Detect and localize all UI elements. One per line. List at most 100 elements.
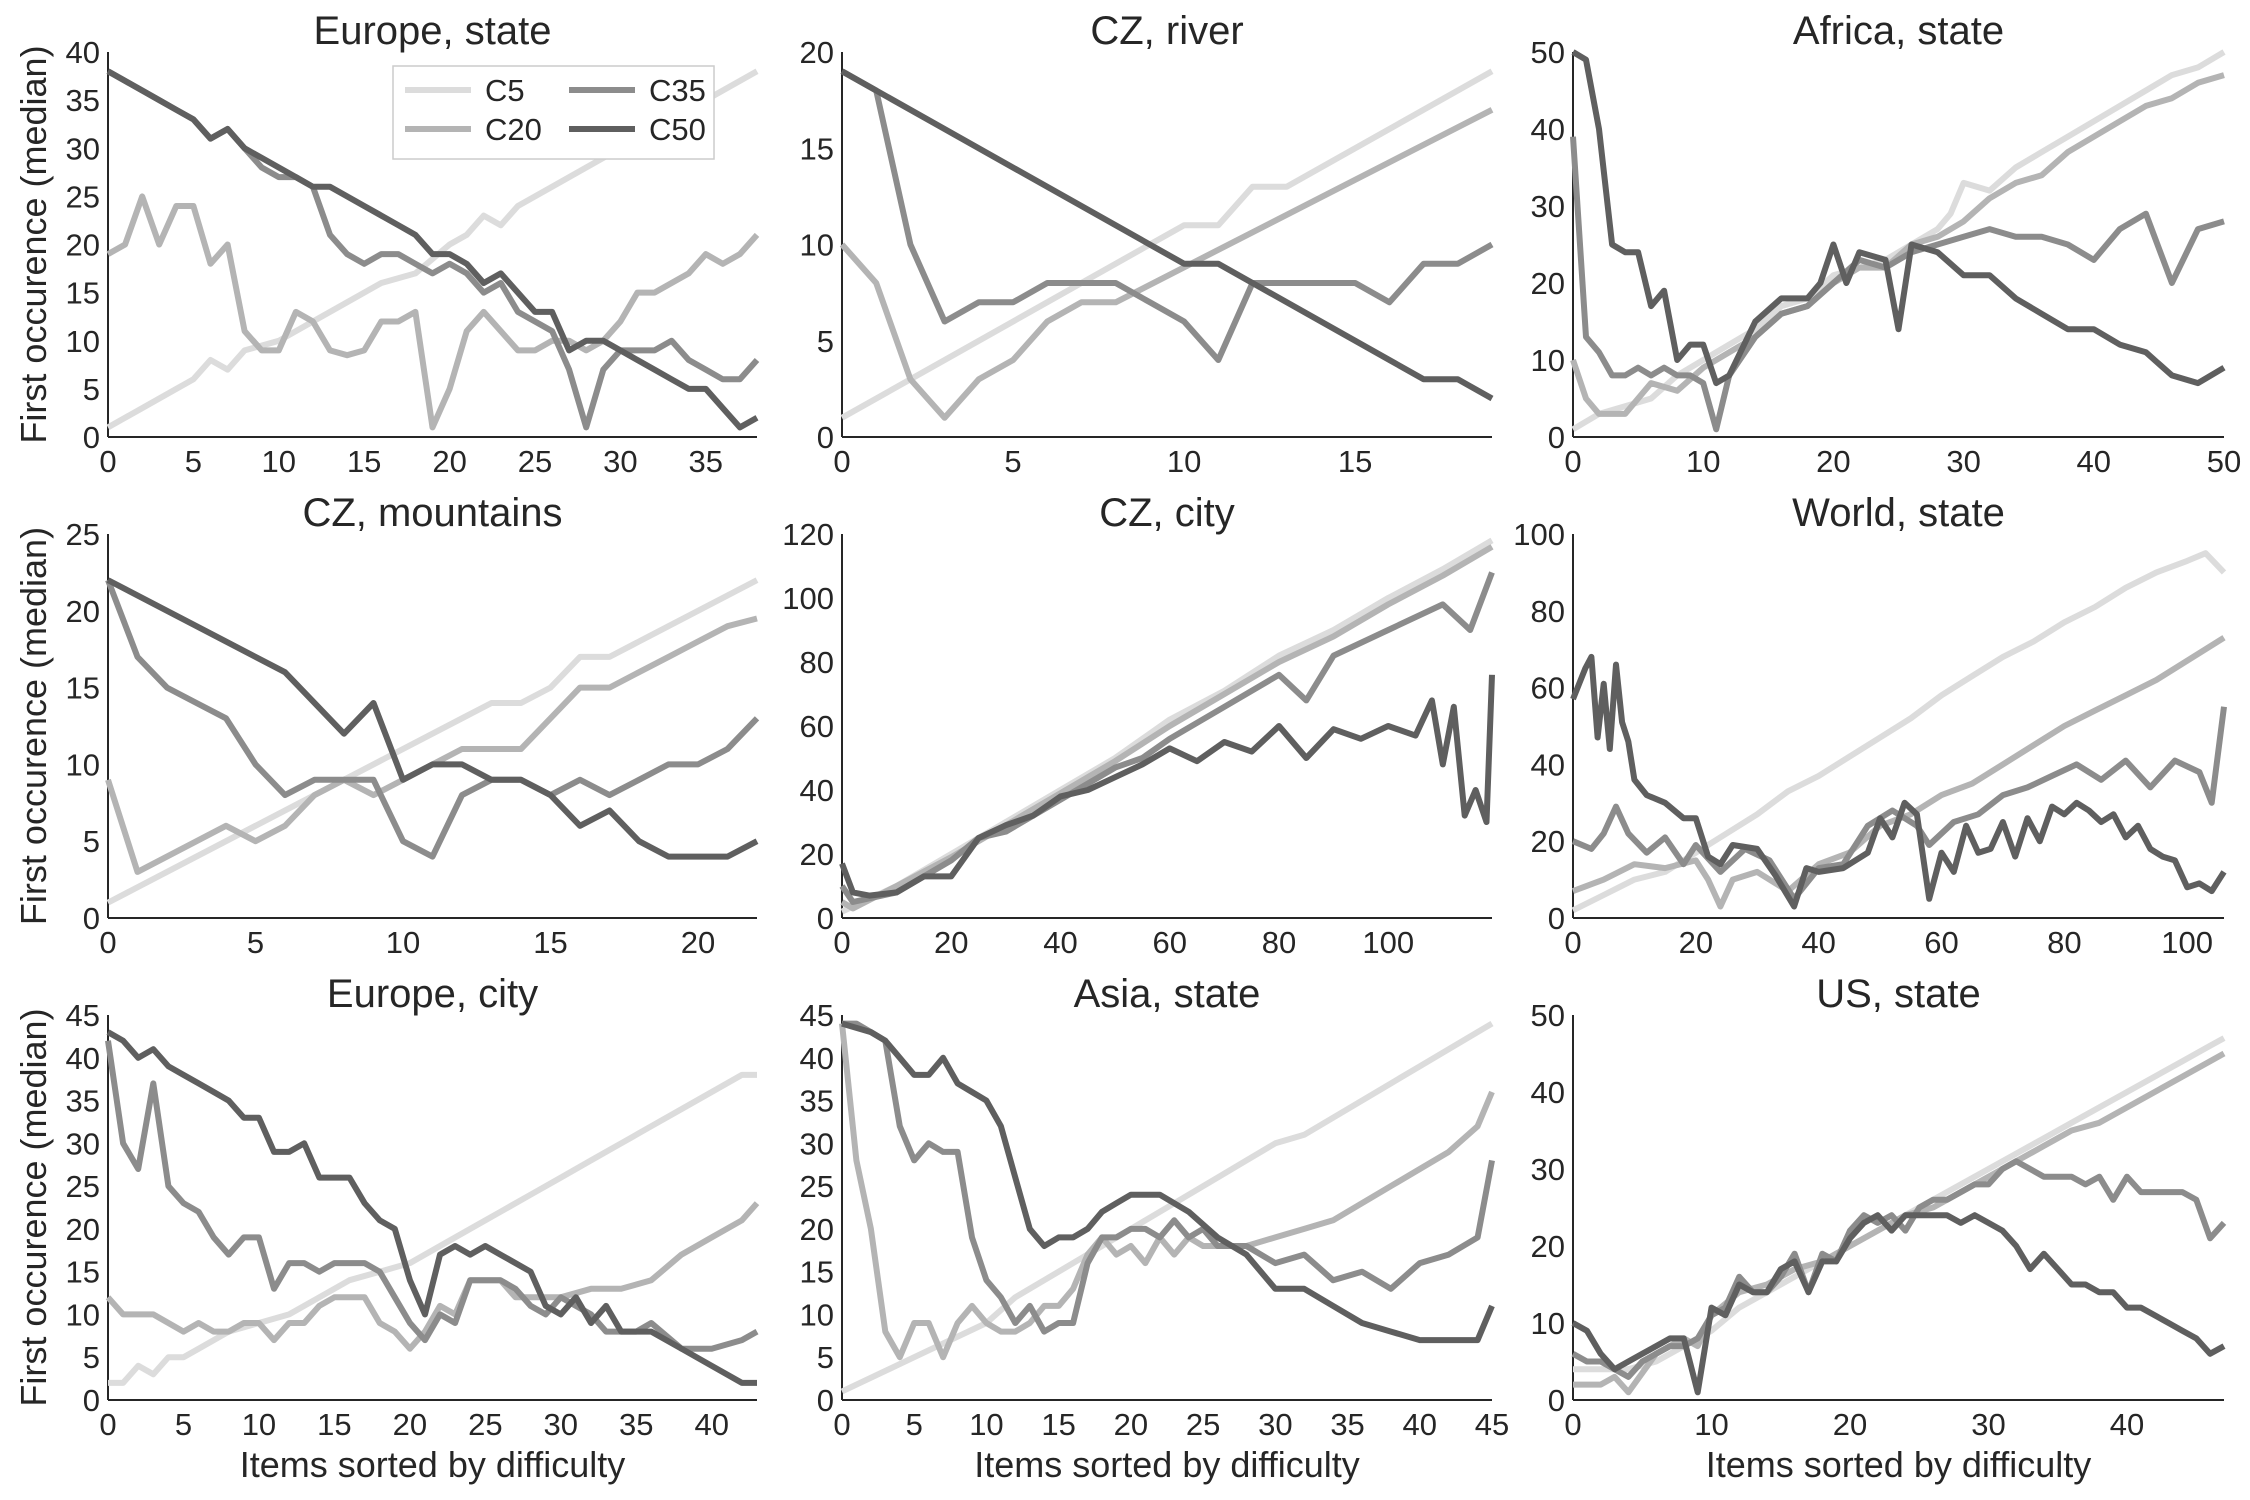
panel-8-y-tick-label: 0 (817, 1383, 834, 1418)
panel-7-y-tick-label: 0 (83, 1383, 100, 1418)
panel-6-y-tick-label: 80 (1531, 594, 1565, 629)
panel-9-x-axis-label: Items sorted by difficulty (1706, 1444, 2092, 1485)
legend-label-c5: C5 (485, 73, 525, 108)
panel-7-x-tick-label: 40 (694, 1407, 728, 1442)
panel-5-x-tick-label: 40 (1043, 925, 1077, 960)
panel-9-us-state: 0 10 20 30 40 50 0 10 20 30 40 US, state Items sorte… (1531, 972, 2227, 1485)
panel-1-x-tick-label: 5 (185, 444, 202, 479)
panel-8-series-c5 (840, 1021, 1494, 1395)
panel-8-y-tick-label: 40 (800, 1041, 834, 1076)
panel-1-y-tick-label: 40 (66, 35, 100, 70)
panel-1-series-c20 (106, 193, 760, 431)
panel-6-x-tick-label: 0 (1564, 925, 1581, 960)
panel-7-series-c20 (105, 1201, 760, 1352)
panel-1-y-tick-label: 10 (66, 324, 100, 359)
panel-7-series-c5 (108, 1071, 757, 1386)
panel-9-series-c50 (1571, 1212, 2226, 1396)
panel-9-x-tick-label: 30 (1971, 1407, 2005, 1442)
panel-6-title: World, state (1792, 491, 2005, 535)
panel-3-y-tick-label: 10 (1531, 343, 1565, 378)
panel-3-x-tick-label: 10 (1686, 444, 1720, 479)
panel-6-x-tick-label: 20 (1679, 925, 1713, 960)
panel-8-x-axis-label: Items sorted by difficulty (974, 1444, 1360, 1485)
panel-8-title: Asia, state (1074, 972, 1261, 1016)
panel-2-title: CZ, river (1090, 9, 1243, 53)
panel-1-x-tick-label: 25 (518, 444, 552, 479)
panel-4-x-tick-label: 15 (533, 925, 567, 960)
panel-8-y-tick-label: 25 (800, 1169, 834, 1204)
panel-8-series-c50 (841, 1020, 1495, 1344)
panel-7-y-tick-label: 5 (83, 1340, 100, 1375)
panel-5-series-c50 (839, 674, 1495, 899)
panel-1-x-tick-label: 35 (689, 444, 723, 479)
panel-7-x-axis-label: Items sorted by difficulty (240, 1444, 626, 1485)
panel-3-y-tick-label: 20 (1531, 266, 1565, 301)
panel-5-y-tick-label: 20 (800, 837, 834, 872)
panel-1-y-tick-label: 20 (66, 228, 100, 263)
panel-3-y-tick-label: 30 (1531, 189, 1565, 224)
panel-5-y-tick-label: 80 (800, 645, 834, 680)
panel-4-x-tick-label: 0 (99, 925, 116, 960)
panel-4-y-tick-label: 20 (66, 594, 100, 629)
panel-4-x-tick-label: 5 (247, 925, 264, 960)
panel-1-y-axis-label: First occurence (median) (13, 45, 54, 443)
panel-8-y-tick-label: 15 (800, 1255, 834, 1290)
panel-7-y-tick-label: 10 (66, 1297, 100, 1332)
panel-2-y-tick-label: 10 (800, 228, 834, 263)
panel-6-y-tick-label: 40 (1531, 747, 1565, 782)
panel-2-x-tick-label: 10 (1167, 444, 1201, 479)
panel-2-series-c50 (840, 68, 1494, 402)
panel-9-y-tick-label: 10 (1531, 1306, 1565, 1341)
panel-1-x-tick-label: 30 (603, 444, 637, 479)
panel-4-series-c5 (106, 577, 759, 906)
panel-8-x-tick-label: 10 (969, 1407, 1003, 1442)
panel-3-x-tick-label: 40 (2077, 444, 2111, 479)
panel-3-y-tick-label: 0 (1548, 420, 1565, 455)
panel-2-y-tick-label: 20 (800, 35, 834, 70)
panel-9-x-tick-label: 40 (2110, 1407, 2144, 1442)
panel-9-x-tick-label: 0 (1564, 1407, 1581, 1442)
panel-6-x-tick-label: 60 (1924, 925, 1958, 960)
panel-4-title: CZ, mountains (302, 491, 562, 535)
panel-7-y-tick-label: 45 (66, 998, 100, 1033)
legend: C5 C20 C35 C50 (392, 65, 715, 160)
panel-1-y-tick-label: 30 (66, 131, 100, 166)
panel-9-y-tick-label: 30 (1531, 1152, 1565, 1187)
legend-label-c20: C20 (485, 112, 542, 147)
panel-5-y-tick-label: 40 (800, 773, 834, 808)
panel-4-y-tick-label: 10 (66, 747, 100, 782)
panel-5-series-c35 (839, 571, 1495, 905)
panel-8-x-tick-label: 30 (1258, 1407, 1292, 1442)
panel-7-x-tick-label: 0 (99, 1407, 116, 1442)
panel-2-cz-river: 0 5 10 15 20 0 5 10 15 CZ, river (800, 9, 1494, 479)
panel-5-x-tick-label: 80 (1262, 925, 1296, 960)
panel-8-x-tick-label: 45 (1475, 1407, 1509, 1442)
panel-5-x-tick-label: 100 (1362, 925, 1414, 960)
panel-2-x-tick-label: 15 (1338, 444, 1372, 479)
panel-3-x-tick-label: 50 (2207, 444, 2241, 479)
panel-5-cz-city: 0 20 40 60 80 100 120 0 20 40 60 80 100 CZ, city (782, 491, 1495, 960)
panel-5-y-tick-label: 0 (817, 901, 834, 936)
panel-9-series-c5 (1573, 1035, 2226, 1373)
panel-9-x-tick-label: 20 (1833, 1407, 1867, 1442)
panel-7-y-tick-label: 30 (66, 1126, 100, 1161)
panel-4-x-tick-label: 10 (386, 925, 420, 960)
panel-8-series-c20 (839, 1023, 1495, 1361)
panel-7-series-c50 (106, 1029, 757, 1386)
panel-6-y-tick-label: 0 (1548, 901, 1565, 936)
panel-7-x-tick-label: 35 (619, 1407, 653, 1442)
panel-6-x-tick-label: 80 (2047, 925, 2081, 960)
panel-3-series-c35 (1570, 136, 2225, 433)
panel-1-europe-state: 0 5 10 15 20 25 30 35 40 0 5 10 15 20 25 30 35 Europe, st… (13, 9, 760, 479)
panel-3-y-tick-label: 40 (1531, 112, 1565, 147)
panel-2-series-c5 (840, 68, 1494, 421)
panel-9-y-tick-label: 0 (1548, 1383, 1565, 1418)
panel-1-series-c50 (106, 68, 759, 431)
panel-8-y-tick-label: 10 (800, 1297, 834, 1332)
panel-6-y-tick-label: 20 (1531, 824, 1565, 859)
panel-4-y-tick-label: 5 (83, 824, 100, 859)
panel-8-y-tick-label: 20 (800, 1212, 834, 1247)
panel-7-europe-city: 0 5 10 15 20 25 30 35 40 45 0 5 10 15 20 25 30 35 40 Europe… (13, 972, 760, 1485)
panel-4-y-tick-label: 25 (66, 517, 100, 552)
